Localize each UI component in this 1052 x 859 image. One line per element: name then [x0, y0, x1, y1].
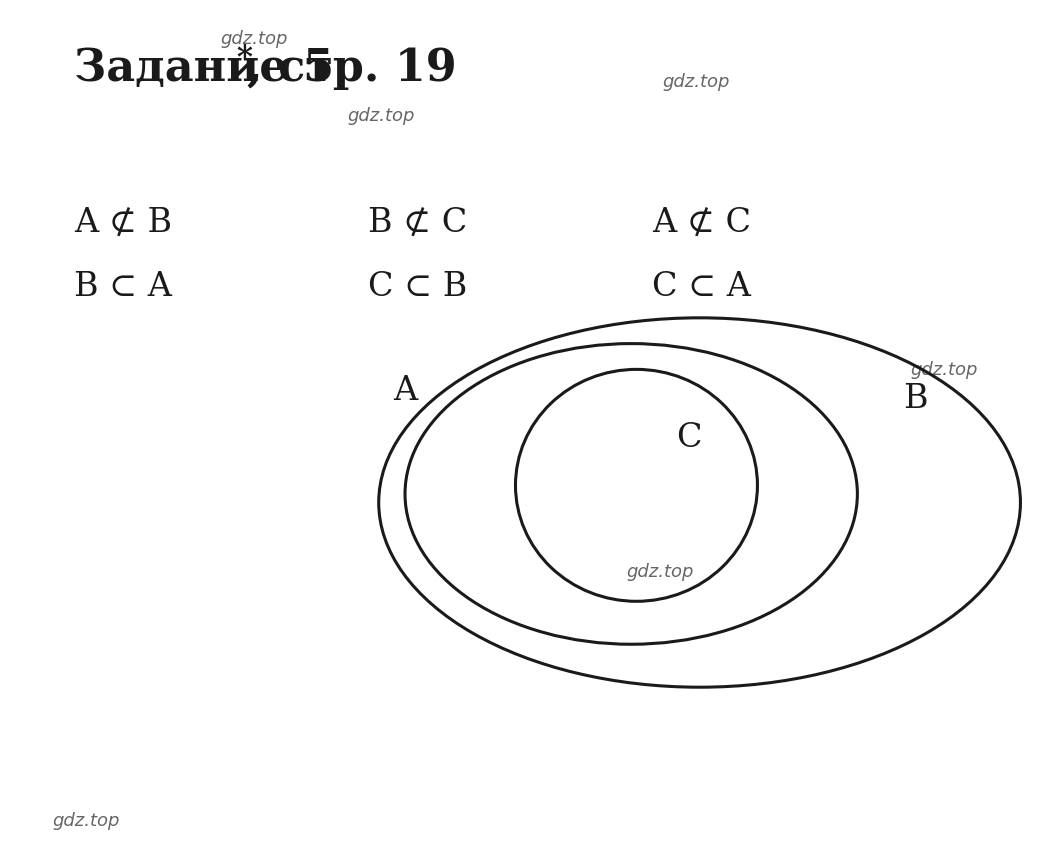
Text: gdz.top: gdz.top — [910, 361, 977, 379]
Text: gdz.top: gdz.top — [663, 73, 730, 91]
Text: gdz.top: gdz.top — [221, 30, 288, 48]
Text: gdz.top: gdz.top — [53, 812, 120, 830]
Text: Задание 5: Задание 5 — [74, 47, 333, 90]
Text: C: C — [676, 422, 702, 454]
Text: A ⊄ C: A ⊄ C — [652, 206, 751, 238]
Text: gdz.top: gdz.top — [347, 107, 414, 125]
Text: *: * — [237, 43, 252, 74]
Text: C ⊂ B: C ⊂ B — [368, 271, 467, 302]
Text: A: A — [392, 375, 418, 407]
Text: gdz.top: gdz.top — [626, 563, 693, 581]
Text: C ⊂ A: C ⊂ A — [652, 271, 751, 302]
Text: , стр. 19: , стр. 19 — [247, 47, 457, 90]
Text: B: B — [903, 383, 928, 416]
Text: A ⊄ B: A ⊄ B — [74, 206, 171, 238]
Text: B ⊂ A: B ⊂ A — [74, 271, 171, 302]
Text: B ⊄ C: B ⊄ C — [368, 206, 467, 238]
